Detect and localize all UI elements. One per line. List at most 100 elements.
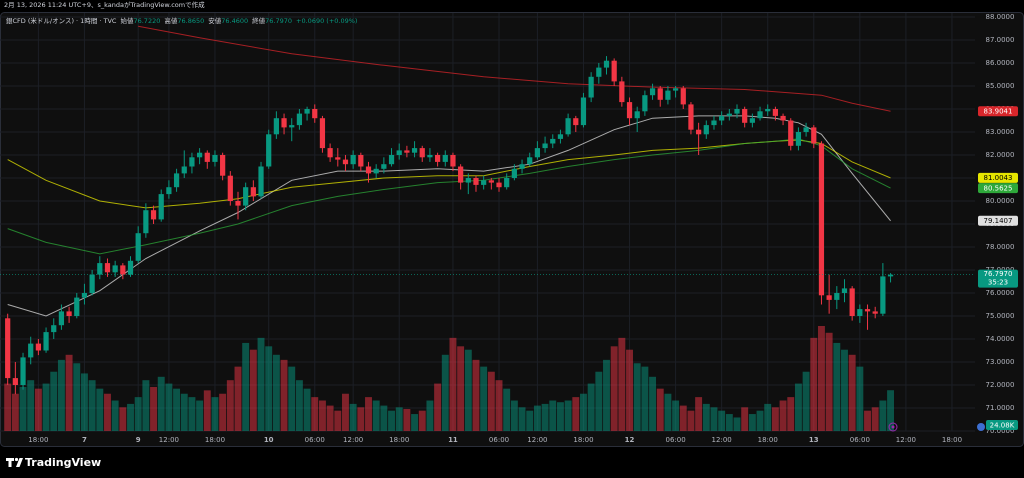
candle-body bbox=[312, 109, 318, 119]
candle-body bbox=[419, 148, 425, 158]
candle-body bbox=[66, 311, 72, 316]
candle-body bbox=[235, 201, 241, 206]
volume-bar bbox=[879, 400, 887, 431]
volume-bar bbox=[73, 363, 81, 431]
volume-bar bbox=[318, 400, 326, 431]
x-tick-label: 18:00 bbox=[205, 436, 225, 444]
volume-bar bbox=[4, 383, 12, 431]
volume-bar bbox=[303, 388, 311, 431]
volume-bar bbox=[88, 380, 96, 431]
volume-bar bbox=[864, 410, 871, 431]
volume-bar bbox=[34, 388, 42, 431]
volume-bar bbox=[388, 410, 395, 431]
volume-bar bbox=[272, 354, 280, 431]
volume-bar bbox=[226, 380, 234, 431]
candle-body bbox=[780, 115, 786, 121]
candle-body bbox=[97, 263, 103, 275]
volume-bar bbox=[180, 393, 188, 431]
volume-bar bbox=[211, 397, 219, 431]
volume-bar bbox=[249, 349, 257, 431]
y-tick-label: 70.0000 bbox=[986, 427, 1015, 435]
candle-body bbox=[181, 166, 187, 174]
candle-body bbox=[319, 118, 326, 149]
volume-bar bbox=[787, 397, 795, 431]
series-value-tag bbox=[978, 183, 1018, 194]
x-tick-label: 12 bbox=[625, 436, 635, 444]
chart-title: 銀CFD (米ドル/オンス) · 1時間 · TVC 始値76.7220 高値76.… bbox=[6, 16, 357, 25]
candle-body bbox=[841, 288, 848, 293]
candle-body bbox=[834, 293, 840, 300]
y-tick-label: 74.0000 bbox=[986, 335, 1015, 343]
x-tick-label: 12:00 bbox=[896, 436, 916, 444]
legend-value: 76.7970 bbox=[265, 17, 292, 25]
volume-bar bbox=[656, 388, 664, 431]
candle-body bbox=[772, 109, 779, 116]
candle-body bbox=[680, 88, 686, 105]
legend-change: +0.0690 (+0.09%) bbox=[296, 17, 357, 25]
x-tick-label: 18:00 bbox=[758, 436, 778, 444]
candle-body bbox=[51, 325, 57, 333]
candle-body bbox=[642, 95, 648, 112]
volume-bar bbox=[127, 403, 134, 431]
last-price-tag bbox=[978, 269, 1018, 288]
x-tick-label: 9 bbox=[136, 436, 141, 444]
volume-bar bbox=[288, 366, 296, 431]
volume-bar bbox=[810, 337, 818, 431]
candle-body bbox=[857, 309, 863, 316]
volume-bar bbox=[234, 366, 242, 431]
candle-body bbox=[726, 113, 732, 116]
volume-bar bbox=[119, 407, 127, 431]
volume-bar bbox=[618, 337, 626, 431]
volume-bar bbox=[457, 346, 465, 431]
candle-body bbox=[81, 293, 88, 298]
y-tick-label: 88.0000 bbox=[986, 13, 1015, 21]
volume-bar bbox=[564, 400, 572, 431]
volume-bar bbox=[733, 417, 741, 431]
candle-body bbox=[672, 88, 679, 91]
volume-bar bbox=[80, 373, 88, 431]
candle-body bbox=[596, 67, 602, 77]
volume-bar bbox=[142, 380, 150, 431]
y-tick-label: 72.0000 bbox=[986, 381, 1015, 389]
x-tick-label: 7 bbox=[82, 436, 87, 444]
volume-bar bbox=[449, 337, 457, 431]
candle-body bbox=[5, 318, 11, 379]
candle-body bbox=[811, 127, 817, 144]
moving-average-line bbox=[7, 115, 891, 317]
volume-bar bbox=[357, 407, 365, 431]
volume-bar bbox=[480, 366, 488, 431]
candle-body bbox=[557, 134, 564, 139]
event-icon[interactable] bbox=[888, 422, 898, 432]
x-tick-label: 12:00 bbox=[159, 436, 179, 444]
volume-bar bbox=[418, 410, 426, 431]
logo-dot bbox=[14, 457, 19, 462]
volume-bar bbox=[372, 400, 380, 431]
series-value-label: 83.9041 bbox=[984, 108, 1013, 116]
countdown-label: 35:23 bbox=[988, 279, 1008, 287]
y-tick-label: 86.0000 bbox=[986, 59, 1015, 67]
volume-bar bbox=[104, 393, 111, 431]
candle-body bbox=[803, 127, 809, 132]
volume-bar bbox=[365, 397, 372, 431]
volume-bar bbox=[150, 386, 157, 431]
volume-bar bbox=[203, 390, 211, 431]
x-tick-label: 06:00 bbox=[850, 436, 870, 444]
candle-body bbox=[465, 178, 471, 183]
candle-body bbox=[795, 132, 802, 146]
candle-body bbox=[496, 182, 502, 188]
volume-bar bbox=[257, 337, 265, 431]
candle-body bbox=[534, 148, 541, 158]
y-tick-label: 73.0000 bbox=[986, 358, 1015, 366]
volume-bar bbox=[96, 388, 104, 431]
volume-bar bbox=[134, 397, 142, 431]
volume-bar bbox=[871, 407, 879, 431]
volume-bar bbox=[587, 383, 595, 431]
candle-body bbox=[864, 309, 871, 312]
candle-body bbox=[250, 187, 256, 197]
candle-body bbox=[143, 210, 149, 234]
avatar-icon[interactable] bbox=[977, 423, 985, 431]
candle-body bbox=[481, 180, 487, 185]
volume-bar bbox=[649, 376, 657, 431]
x-tick-label: 06:00 bbox=[665, 436, 685, 444]
candle-body bbox=[458, 166, 464, 183]
